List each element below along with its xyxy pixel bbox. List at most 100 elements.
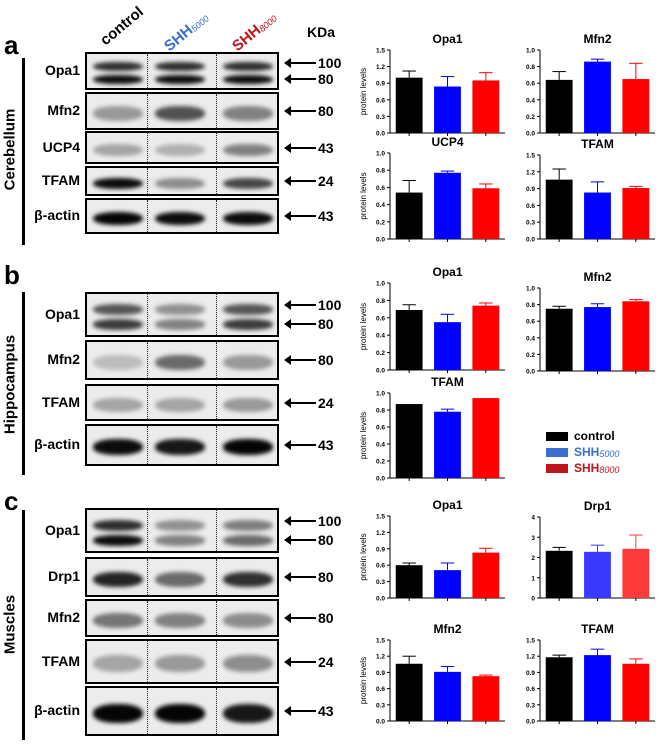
arrow-icon (284, 318, 318, 330)
molecular-weight-label: 43 (318, 208, 334, 224)
y-tick-label: 1.5 (526, 153, 535, 160)
protein-band (93, 613, 143, 628)
lane-divider (147, 94, 148, 128)
chart-plot: 0.0 0.2 0.4 0.6 0.8 1.0 (526, 286, 655, 376)
legend-item-control: control (546, 429, 619, 443)
western-blot-opa1 (85, 292, 279, 337)
lane-divider (147, 133, 148, 162)
bar-shh5000 (584, 655, 611, 721)
y-tick-label: 0.6 (376, 425, 385, 432)
bar-control (395, 77, 423, 133)
western-blot-opa1 (85, 52, 279, 90)
arrow-icon (284, 612, 318, 624)
y-axis-label: protein levels (359, 412, 368, 459)
protein-band (223, 534, 273, 546)
protein-band (93, 177, 143, 189)
lane-divider (216, 200, 217, 232)
bar-shh5000 (434, 671, 461, 721)
y-tick-label: 0.0 (526, 369, 535, 376)
western-blot-mfn2 (85, 92, 279, 130)
column-header-subscript: 8000 (257, 13, 279, 34)
protein-band (155, 143, 205, 157)
y-tick-label: 0.2 (526, 114, 535, 121)
y-tick-label: 0.3 (376, 579, 385, 586)
bar-shh5000 (584, 551, 611, 598)
arrow-icon (284, 656, 318, 668)
bar-shh5000 (434, 411, 461, 478)
panel-letter-c: c (4, 486, 19, 516)
y-tick-label: 1.2 (376, 64, 385, 71)
legend-swatch (546, 447, 568, 457)
lane-divider (147, 342, 148, 378)
bar-shh8000 (622, 79, 650, 133)
legend-swatch (546, 431, 568, 441)
y-tick-label: 1.0 (376, 391, 385, 398)
blot-label-opa1: Opa1 (44, 305, 80, 322)
protein-band (223, 143, 273, 157)
y-tick-label: 0.8 (526, 302, 535, 309)
arrow-icon (284, 354, 318, 366)
y-tick-label: 1.2 (376, 654, 385, 661)
bar-shh5000 (434, 172, 461, 239)
lane-divider (147, 559, 148, 595)
bar-control (395, 192, 423, 239)
chart-title: Opa1 (432, 498, 463, 512)
y-axis-label: protein levels (359, 533, 368, 580)
lane-divider (147, 54, 148, 88)
y-tick-label: 0.6 (526, 686, 535, 693)
bar-chart-b-opa1: Opa1 0.0 0.2 0.4 0.6 0.8 1.0 protein levels (350, 265, 515, 384)
molecular-weight-label: 24 (318, 394, 334, 411)
bar-chart-a-mfn2: Mfn2 0.0 0.2 0.4 0.6 0.8 1.0 (500, 32, 665, 147)
y-tick-label: 1 (531, 575, 535, 582)
molecular-weight-label: 80 (318, 103, 334, 119)
bar-control (395, 663, 423, 721)
bar-chart-b-tfam: TFAM 0.0 0.2 0.4 0.6 0.8 1.0 protein levels (350, 375, 515, 492)
tissue-bracket (22, 58, 25, 245)
y-tick-label: 1.2 (376, 530, 385, 537)
blot-label-opa1: Opa1 (44, 521, 80, 538)
western-blot-tfam (85, 639, 279, 684)
y-tick-label: 1.0 (376, 281, 385, 288)
bar-chart-a-ucp4: UCP4 0.0 0.2 0.4 0.6 0.8 1.0 protein levels (350, 135, 515, 253)
y-tick-label: 1.5 (526, 638, 535, 645)
protein-band (155, 318, 205, 330)
legend-label: control (574, 429, 615, 443)
y-tick-label: 0.2 (376, 350, 385, 357)
bar-control (545, 79, 573, 133)
bar-shh5000 (434, 322, 461, 370)
legend-label: SHH5000 (574, 445, 620, 459)
legend-item-shh8000: SHH8000 (546, 461, 619, 475)
molecular-weight-label: 80 (318, 70, 334, 87)
chart-title: Drp1 (583, 499, 612, 513)
y-tick-label: 0.0 (376, 476, 385, 483)
bar-shh8000 (472, 676, 500, 721)
molecular-weight-label: 100 (318, 296, 342, 313)
protein-band (93, 704, 143, 723)
protein-band (223, 519, 273, 531)
molecular-weight-label: 24 (318, 653, 334, 670)
western-blot-drp1 (85, 557, 279, 597)
western-blot-opa1 (85, 508, 279, 553)
y-tick-label: 0.3 (526, 702, 535, 709)
y-tick-label: 1.2 (526, 654, 535, 661)
western-blot-actin (85, 424, 279, 466)
kda-label: KDa (307, 24, 336, 40)
y-tick-label: 0.4 (376, 202, 385, 209)
protein-band (155, 303, 205, 315)
chart-title: Mfn2 (583, 32, 612, 46)
bar-shh8000 (472, 80, 500, 133)
y-tick-label: 0.9 (526, 186, 535, 193)
panel-letter-a: a (4, 30, 19, 60)
y-tick-label: 0.0 (376, 237, 385, 244)
y-tick-label: 0.8 (376, 408, 385, 415)
protein-band (93, 106, 143, 121)
blot-label-actin: β-actin (34, 207, 80, 223)
lane-divider (216, 386, 217, 419)
chart-title: TFAM (581, 622, 614, 636)
protein-band (223, 303, 273, 315)
blot-label-tfam: TFAM (41, 652, 80, 669)
bar-control (545, 550, 573, 598)
lane-divider (216, 641, 217, 682)
lane-divider (147, 601, 148, 635)
lane-divider (216, 342, 217, 378)
